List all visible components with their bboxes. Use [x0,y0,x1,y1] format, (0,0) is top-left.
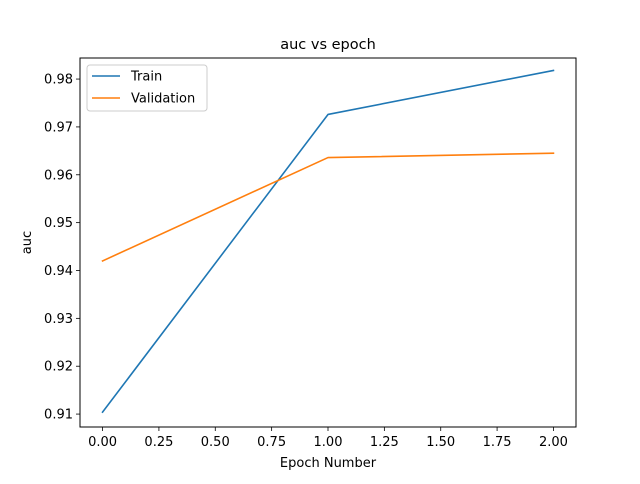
legend-label-validation: Validation [131,92,195,107]
x-tick-label: 0.75 [257,435,286,450]
y-tick-label: 0.96 [44,168,73,183]
series-layer [101,69,555,414]
x-tick-label: 0.25 [144,435,173,450]
series-line-validation [101,152,555,262]
x-tick-label: 1.50 [426,435,455,450]
y-axis-ticks: 0.91 0.92 0.93 0.94 0.95 0.96 0.97 0.98 [44,73,80,423]
legend: Train Validation [86,64,208,112]
x-tick-label: 1.75 [483,435,512,450]
y-tick-label: 0.91 [44,408,73,423]
x-tick-label: 0.00 [88,435,117,450]
y-tick-label: 0.95 [44,216,73,231]
chart-title: auc vs epoch [280,37,376,53]
x-tick-label: 1.00 [314,435,343,450]
y-tick-label: 0.94 [44,264,73,279]
x-tick-label: 1.25 [370,435,399,450]
y-tick-label: 0.97 [44,120,73,135]
legend-label-train: Train [130,70,162,85]
series-line-train [101,69,555,414]
y-tick-label: 0.98 [44,73,73,88]
y-tick-label: 0.92 [44,360,73,375]
x-axis-ticks: 0.00 0.25 0.50 0.75 1.00 1.25 1.50 1.75 2.00 [88,427,568,450]
y-tick-label: 0.93 [44,312,73,327]
plot-frame [79,57,577,428]
y-axis-label: auc [20,231,35,254]
x-tick-label: 2.00 [539,435,568,450]
x-tick-label: 0.50 [201,435,230,450]
x-axis-label: Epoch Number [280,456,377,471]
